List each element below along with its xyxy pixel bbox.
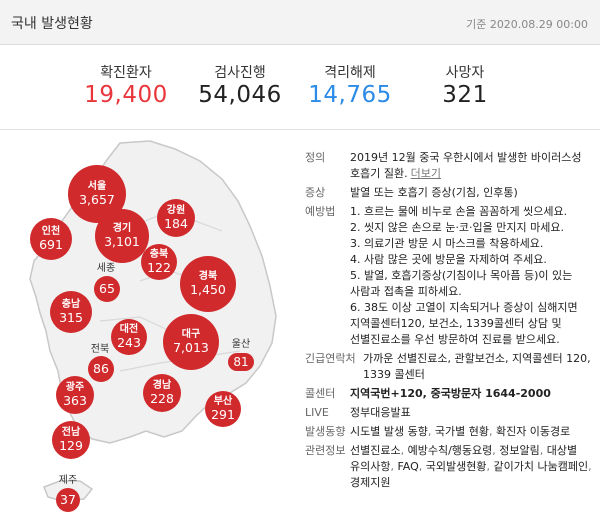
info-row-related: 관련정보 선별진료소, 예방수칙/행동요령, 정보알림, 대상별 유의사항, F… [305,443,597,491]
list-item: 5. 발열, 호흡기증상(기침이나 목아픔 등)이 있는 사람과 접촉을 피하세… [350,269,573,298]
trend-link-route[interactable]: 확진자 이동경로 [495,425,571,438]
stat-value: 54,046 [198,82,282,108]
stat-label: 사망자 [445,65,485,81]
stat-label: 검사진행 [214,65,266,81]
live-link[interactable]: 정부대응발표 [350,406,411,419]
reference-date: 기준 2020.08.29 00:00 [466,18,588,31]
info-row-callcenter: 콜센터 지역국번+120, 중국방문자 1644-2000 [305,386,597,402]
info-row-prevention: 예방법 1. 흐르는 물에 비누로 손을 꼼꼼하게 씻으세요. 2. 씻지 않은… [305,204,597,348]
trend-link-region[interactable]: 시도별 발생 동향 [350,425,428,438]
stat-label: 격리해제 [324,65,376,81]
info-key: 예방법 [305,205,336,218]
stat-value: 321 [442,82,488,108]
related-link[interactable]: 정보알림 [499,444,540,457]
info-key: LIVE [305,406,329,419]
info-value: 지역국번+120, 중국방문자 1644-2000 [350,387,551,400]
region-bubble-gyeongbuk[interactable]: 경북 1,450 [180,256,236,312]
definition-text: 2019년 12월 중국 우한시에서 발생한 바이러스성 호흡기 질환. [350,151,582,180]
region-bubble-chungnam[interactable]: 충남 315 [50,291,92,333]
stat-value: 14,765 [308,82,392,108]
info-key: 콜센터 [305,387,336,400]
region-label-sejong: 세종 [96,263,116,274]
list-item: 1. 흐르는 물에 비누로 손을 꼼꼼하게 씻으세요. [350,205,568,218]
header-bar: 국내 발생현황 기준 2020.08.29 00:00 [0,0,600,45]
list-item: 4. 사람 많은 곳에 방문을 자제하여 주세요. [350,253,547,266]
region-bubble-gangwon[interactable]: 강원 184 [157,199,195,237]
region-bubble-incheon[interactable]: 인천 691 [30,218,72,260]
region-bubble-sejong[interactable]: 65 [94,276,120,302]
list-item: 2. 씻지 않은 손으로 눈·코·입을 만지지 마세요. [350,221,565,234]
region-label-jeju: 제주 [58,475,78,486]
region-bubble-daegu[interactable]: 대구 7,013 [163,314,219,370]
region-bubble-busan[interactable]: 부산 291 [205,391,241,427]
info-panel: 정의 2019년 12월 중국 우한시에서 발생한 바이러스성 호흡기 질환. 더… [305,150,597,494]
info-row-definition: 정의 2019년 12월 중국 우한시에서 발생한 바이러스성 호흡기 질환. 더… [305,150,597,182]
related-link[interactable]: 경제지원 [350,476,391,489]
info-row-emergency: 긴급연락처 가까운 선별진료소, 관할보건소, 지역콜센터 120, 1339 … [305,351,597,383]
info-row-live: LIVE 정부대응발표 [305,405,597,421]
related-link[interactable]: 국외발생현황 [425,460,487,473]
info-key: 긴급연락처 [305,352,356,365]
stat-value: 19,400 [84,82,168,108]
info-value: 2019년 12월 중국 우한시에서 발생한 바이러스성 호흡기 질환. 더보기 [350,150,597,182]
region-bubble-ulsan[interactable]: 81 [228,353,254,371]
related-link[interactable]: 같이가치 나눔캠페인 [493,460,589,473]
stats-summary: 확진환자 19,400 검사진행 54,046 격리해제 14,765 사망자 … [0,45,600,130]
list-item: 6. 38도 이상 고열이 지속되거나 증상이 심해지면 지역콜센터120, 보… [350,301,578,346]
related-link[interactable]: 대상별 유의사항 [350,444,578,473]
prevention-list: 1. 흐르는 물에 비누로 손을 꼼꼼하게 씻으세요. 2. 씻지 않은 손으로… [350,204,597,348]
info-value: 시도별 발생 동향, 국가별 현황, 확진자 이동경로 [350,425,571,438]
region-bubble-gyeonggi[interactable]: 경기 3,101 [95,209,149,263]
info-key: 정의 [305,151,326,164]
region-label-ulsan: 울산 [231,339,251,350]
info-key: 관련정보 [305,444,346,457]
region-bubble-chungbuk[interactable]: 충북 122 [141,244,177,280]
more-link[interactable]: 더보기 [410,167,441,180]
info-key: 증상 [305,186,326,199]
region-bubble-jeju[interactable]: 37 [56,488,80,512]
region-bubble-gyeongnam[interactable]: 경남 228 [143,374,181,412]
korea-map-outline [29,140,277,502]
region-bubble-jeonbuk[interactable]: 86 [88,356,114,382]
related-link[interactable]: FAQ [397,460,419,473]
info-row-symptoms: 증상 발열 또는 호흡기 증상(기침, 인후통) [305,185,597,201]
info-value: 가까운 선별진료소, 관할보건소, 지역콜센터 120, 1339 콜센터 [363,352,591,381]
region-bubble-gwangju[interactable]: 광주 363 [56,376,94,414]
info-row-trends: 발생동향 시도별 발생 동향, 국가별 현황, 확진자 이동경로 [305,424,597,440]
section-title: 국내 발생현황 [11,16,93,32]
related-link[interactable]: 예방수칙/행동요령 [407,444,493,457]
korea-map: 서울 3,657 인천 691 경기 3,101 강원 184 충북 122 세… [0,131,300,525]
region-bubble-daejeon[interactable]: 대전 243 [111,319,147,355]
region-bubble-jeonnam[interactable]: 전남 129 [52,421,90,459]
list-item: 3. 의료기관 방문 시 마스크를 착용하세요. [350,237,544,250]
stat-label: 확진환자 [100,65,152,81]
trend-link-country[interactable]: 국가별 현황 [434,425,489,438]
info-value: 발열 또는 호흡기 증상(기침, 인후통) [350,186,518,199]
region-label-jeonbuk: 전북 [90,344,110,355]
info-value: 선별진료소, 예방수칙/행동요령, 정보알림, 대상별 유의사항, FAQ, 국… [350,444,592,489]
related-link[interactable]: 선별진료소 [350,444,401,457]
info-key: 발생동향 [305,425,346,438]
